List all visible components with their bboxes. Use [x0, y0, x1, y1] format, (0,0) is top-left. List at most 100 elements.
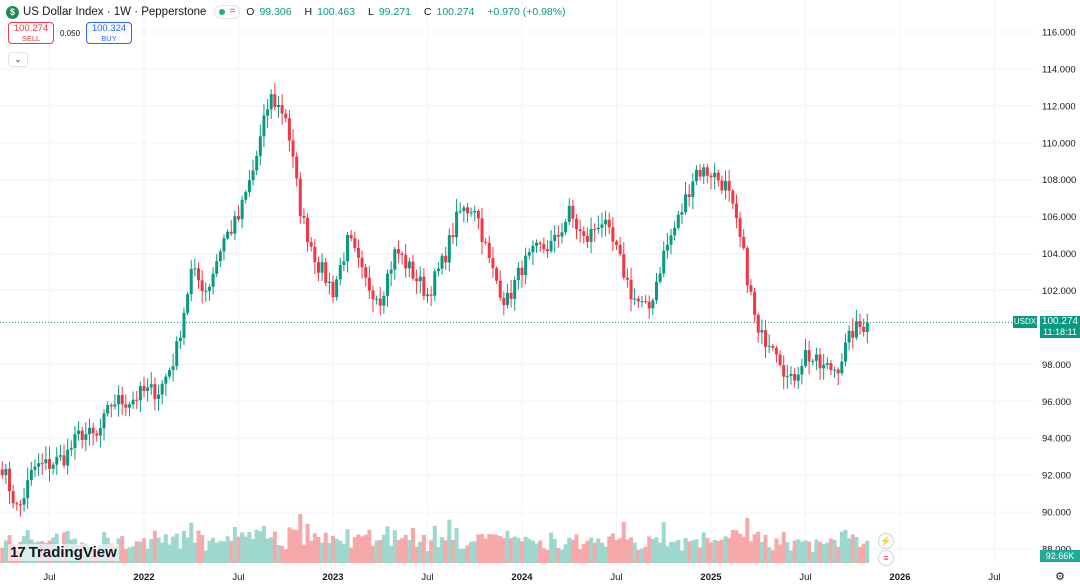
candle-body [804, 350, 807, 367]
volume-bar [207, 540, 212, 563]
volume-bar [549, 532, 554, 563]
candle-body [396, 249, 400, 254]
volume-bar [396, 540, 401, 563]
volume-bar [327, 543, 332, 563]
volume-bar [574, 534, 579, 563]
candle-body [422, 276, 426, 297]
candle-body [77, 430, 81, 435]
candle-body [98, 428, 102, 436]
candle-body [764, 330, 768, 347]
price-tick-label: 110.000 [1042, 138, 1076, 149]
volume-bar [178, 548, 183, 563]
volume-bar [461, 548, 466, 563]
volume-bar [792, 540, 797, 563]
candle-body [484, 241, 488, 243]
us-flag-event-icon[interactable]: ≡ [878, 550, 894, 566]
chart-title[interactable]: US Dollar Index · 1W · Pepperstone [23, 6, 207, 18]
volume-bar [174, 533, 179, 563]
market-status[interactable]: = [214, 5, 241, 19]
candle-body [375, 298, 379, 300]
volume-bar [370, 545, 375, 563]
volume-bar [403, 534, 408, 563]
candle-body [353, 238, 357, 248]
candle-body [327, 281, 331, 283]
candle-body [604, 219, 608, 225]
volume-bar [236, 536, 241, 563]
candle-body [117, 395, 121, 405]
volume-bar [334, 538, 339, 563]
candle-body [95, 433, 99, 436]
spread-value: 0.050 [60, 29, 81, 38]
candle-body [727, 180, 731, 191]
time-tick-label: 2026 [889, 572, 910, 583]
volume-bar [625, 539, 630, 563]
candle-body [749, 285, 753, 292]
volume-bar [298, 513, 303, 563]
candle-body [444, 255, 448, 263]
candle-body [789, 374, 793, 376]
candle-body [600, 224, 604, 228]
candle-body [738, 218, 742, 237]
volume-bar [167, 544, 172, 563]
time-tick-label: Jul [421, 572, 433, 583]
volume-bar [443, 540, 448, 563]
collapse-legend-button[interactable]: ⌄ [8, 52, 28, 67]
candle-body [509, 292, 513, 299]
chart-header: $ US Dollar Index · 1W · Pepperstone = O… [6, 4, 571, 20]
volume-bar [799, 541, 804, 563]
candle-body [625, 277, 629, 280]
sell-button[interactable]: 100.274 SELL [8, 22, 54, 44]
candle-body [451, 235, 455, 238]
price-tick-label: 112.000 [1042, 101, 1076, 112]
candle-body [58, 455, 62, 457]
volume-bar [632, 542, 637, 563]
volume-bar [305, 523, 310, 563]
candle-body [858, 321, 862, 327]
time-axis[interactable]: Jul 2022 Jul 2023 Jul 2024 Jul 2025 Jul 2026 Jul [43, 572, 1000, 583]
volume-bar [450, 539, 455, 563]
candle-body [360, 257, 364, 268]
volume-bar [181, 530, 186, 563]
volume-bar [338, 540, 343, 563]
buy-button[interactable]: 100.324 BUY [86, 22, 132, 44]
volume-bar [803, 540, 808, 563]
gear-icon[interactable]: ⚙ [1055, 571, 1065, 583]
candle-body [73, 434, 77, 449]
candle-body [233, 216, 237, 234]
candle-body [124, 404, 128, 408]
volume-bar [367, 529, 372, 563]
candle-body [291, 140, 295, 157]
volume-bar [498, 535, 503, 563]
tradingview-logo[interactable]: 17 TradingView [8, 544, 119, 561]
candle-body [273, 94, 277, 107]
volume-bar [705, 537, 710, 563]
price-axis[interactable]: 116.000 114.000 112.000 110.000 108.000 106.0… [1042, 28, 1076, 556]
price-tick-label: 90.000 [1042, 508, 1071, 519]
candle-body [851, 330, 855, 338]
volume-bar [570, 539, 575, 563]
candle-body [346, 234, 350, 262]
volume-bar [530, 540, 535, 563]
time-tick-label: Jul [232, 572, 244, 583]
candle-body [320, 262, 324, 273]
candle-body [382, 296, 386, 306]
volume-bar [701, 532, 706, 563]
candle-body [756, 314, 760, 333]
candle-body [487, 242, 491, 259]
candle-body [269, 94, 273, 110]
candle-body [676, 214, 680, 228]
volume-bar [709, 542, 713, 563]
candle-body [785, 375, 789, 377]
candle-body [771, 345, 775, 348]
candle-body [160, 383, 164, 395]
candle-body [84, 434, 88, 441]
candle-body [138, 386, 142, 401]
lightning-event-icon[interactable]: ⚡ [878, 533, 894, 549]
candle-body [127, 404, 131, 408]
candle-body [734, 203, 738, 219]
candle-body [91, 427, 95, 434]
time-tick-label: 2022 [133, 572, 154, 583]
volume-bar [349, 547, 354, 563]
symbol-tag: USDX [1013, 316, 1037, 328]
